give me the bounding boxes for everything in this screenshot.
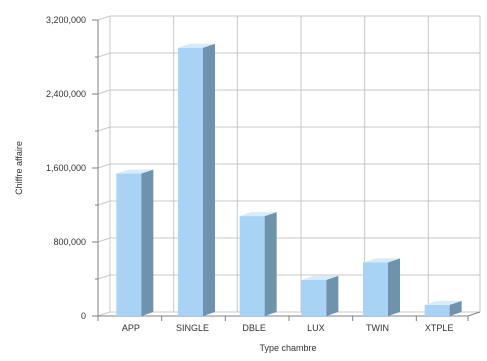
y-tick-label: 800,000 <box>53 237 86 247</box>
bar-top-face <box>301 275 339 280</box>
bar-top-face <box>239 212 277 217</box>
x-tick-label: SINGLE <box>176 323 209 333</box>
gridline-wall-connector <box>97 311 111 317</box>
grid-layer <box>97 15 481 317</box>
bar-xtple <box>424 300 462 316</box>
label-layer: 0 800,000 1,600,000 2,400,000 3,200,000 APP SI… <box>46 15 453 333</box>
gridline-wall-connector <box>97 163 111 169</box>
y-tick-label: 2,400,000 <box>46 89 86 99</box>
bar-front-face <box>178 47 203 316</box>
gridline-wall-connector <box>97 15 111 21</box>
x-tick-label: APP <box>122 323 140 333</box>
bar-top-face <box>178 43 215 48</box>
axis-layer <box>92 19 481 321</box>
gridline-wall-connector <box>97 237 111 243</box>
gridline-wall-connector <box>97 126 111 132</box>
bar-dble <box>239 212 277 316</box>
bar-top-face <box>424 300 462 305</box>
gridline-wall-connector <box>97 89 111 95</box>
bar-side-face <box>326 275 339 316</box>
bar-side-face <box>264 212 277 316</box>
bar-side-face <box>388 258 400 316</box>
gridline-wall-connector <box>97 274 111 280</box>
y-tick-label: 3,200,000 <box>46 15 86 25</box>
y-tick-label: 0 <box>81 311 86 321</box>
bar-side-face <box>449 300 462 316</box>
bar-top-face <box>363 258 400 263</box>
x-tick-label: LUX <box>307 323 325 333</box>
bar-single <box>178 43 215 316</box>
bar-front-face <box>116 173 142 316</box>
bar-front-face <box>363 262 388 316</box>
bar-app <box>116 169 154 316</box>
bar-top-face <box>116 169 154 174</box>
bar-side-face <box>141 169 154 316</box>
bar-lux <box>301 275 339 316</box>
x-tick-label: DBLE <box>242 323 266 333</box>
bar-layer <box>116 43 462 316</box>
bar-front-face <box>301 279 327 316</box>
bar-front-face <box>424 304 450 316</box>
x-tick-label: XTPLE <box>425 323 454 333</box>
bar-twin <box>363 258 400 316</box>
gridline-wall-connector <box>97 200 111 206</box>
x-tick-label: TWIN <box>366 323 389 333</box>
gridline-wall-connector <box>97 52 111 58</box>
floor-edge <box>467 311 481 317</box>
x-axis-title: Type chambre <box>259 343 316 353</box>
bar-side-face <box>203 43 215 316</box>
y-axis-title: Chiffre affaire <box>14 141 24 195</box>
bar-front-face <box>239 216 265 316</box>
y-tick-label: 1,600,000 <box>46 163 86 173</box>
